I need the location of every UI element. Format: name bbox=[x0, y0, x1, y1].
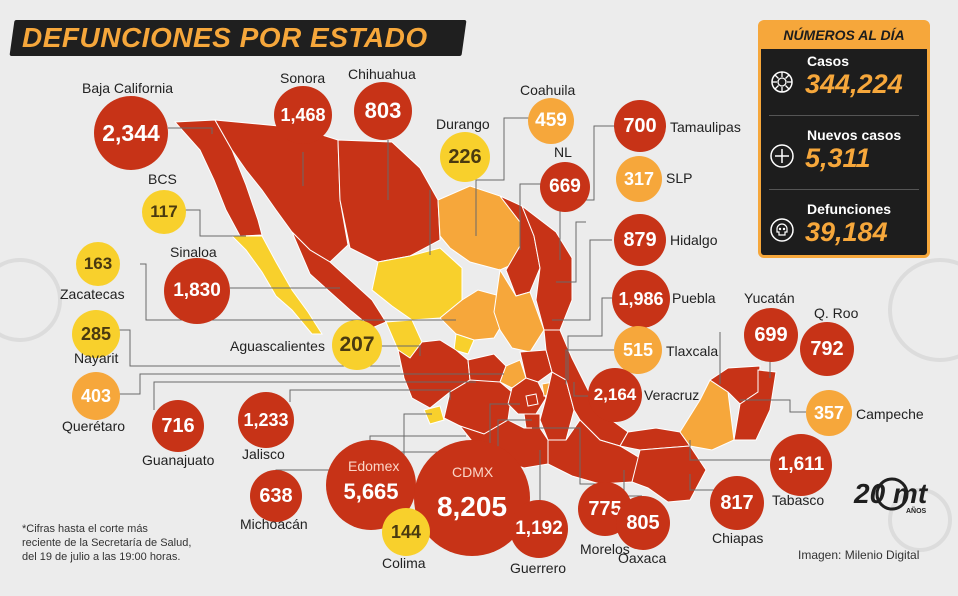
stat-defunciones-label: Defunciones bbox=[807, 201, 892, 217]
bubble-slp: 317 bbox=[616, 156, 662, 202]
stat-nuevos-label: Nuevos casos bbox=[807, 127, 902, 143]
label-guerrero: Guerrero bbox=[510, 560, 567, 576]
label-durango: Durango bbox=[436, 116, 490, 132]
footnote-line: reciente de la Secretaría de Salud, bbox=[22, 537, 192, 549]
label-colima: Colima bbox=[382, 555, 426, 571]
bubble-zacatecas: 163 bbox=[76, 242, 120, 286]
map-hidalgo bbox=[519, 349, 553, 383]
skull-icon bbox=[770, 218, 794, 242]
map-campeche bbox=[679, 379, 735, 451]
label-campeche: Campeche bbox=[856, 406, 924, 422]
label-hidalgo: Hidalgo bbox=[670, 232, 718, 248]
label-yucatan: Yucatán bbox=[744, 290, 795, 306]
bubble-chiapas: 817 bbox=[710, 476, 764, 530]
bubble-baja-california: 2,344 bbox=[94, 96, 168, 170]
bubble-tlaxcala: 515 bbox=[614, 326, 662, 374]
anniversary-logo: 20 mt AÑOS bbox=[852, 472, 932, 522]
stat-nuevos-value: 5,311 bbox=[805, 143, 871, 173]
label-slp: SLP bbox=[666, 170, 693, 186]
label-sonora: Sonora bbox=[280, 70, 326, 86]
map-bcs bbox=[230, 235, 323, 335]
bubble-colima: 144 bbox=[382, 508, 430, 556]
bubble-veracruz: 2,164 bbox=[588, 368, 642, 422]
bubble-puebla: 1,986 bbox=[612, 270, 670, 328]
label-michoacan: Michoacán bbox=[240, 516, 308, 532]
label-bcs: BCS bbox=[148, 171, 177, 187]
bubble-queretaro: 403 bbox=[72, 372, 120, 420]
bubble-campeche: 357 bbox=[806, 390, 852, 436]
bubble-bcs: 117 bbox=[142, 190, 186, 234]
page-title: DEFUNCIONES POR ESTADO bbox=[22, 22, 428, 53]
label-jalisco: Jalisco bbox=[242, 446, 285, 462]
panel-divider bbox=[769, 189, 919, 190]
plus-icon bbox=[770, 144, 794, 168]
label-oaxaca: Oaxaca bbox=[618, 550, 667, 566]
label-veracruz: Veracruz bbox=[644, 387, 700, 403]
bubble-guerrero: 1,192 bbox=[510, 500, 568, 558]
logo-text: 20 mt bbox=[854, 478, 928, 509]
label-nayarit: Nayarit bbox=[74, 350, 119, 366]
stat-defunciones-value: 39,184 bbox=[805, 217, 888, 247]
label-qroo: Q. Roo bbox=[814, 305, 859, 321]
bubble-michoacan: 638 bbox=[250, 470, 302, 522]
bubble-aguascalientes: 207 bbox=[332, 320, 382, 370]
bubble-oaxaca: 805 bbox=[616, 496, 670, 550]
bubble-sonora: 1,468 bbox=[274, 86, 332, 144]
map-colima bbox=[423, 405, 445, 425]
label-sinaloa: Sinaloa bbox=[170, 244, 217, 260]
label-puebla: Puebla bbox=[672, 290, 716, 306]
label-nl: NL bbox=[554, 144, 572, 160]
footnote-line: del 19 de julio a las 19:00 horas. bbox=[22, 551, 181, 563]
virus-icon bbox=[771, 71, 793, 93]
numbers-panel: NÚMEROS AL DÍA Casos 344,224 Nuevos caso… bbox=[758, 20, 930, 258]
map-qroo bbox=[733, 369, 777, 441]
bubble-qroo: 792 bbox=[800, 322, 854, 376]
logo-subtitle: AÑOS bbox=[906, 508, 927, 515]
label-chihuahua: Chihuahua bbox=[348, 66, 416, 82]
bubble-nl: 669 bbox=[540, 162, 590, 212]
bubble-tabasco: 1,611 bbox=[770, 434, 832, 496]
footnote: *Cifras hasta el corte más reciente de l… bbox=[22, 522, 222, 564]
label-tamaulipas: Tamaulipas bbox=[670, 119, 741, 135]
stat-casos-value: 344,224 bbox=[805, 69, 903, 99]
map-cdmx bbox=[525, 393, 539, 407]
panel-title: NÚMEROS AL DÍA bbox=[783, 27, 905, 43]
label-coahuila: Coahuila bbox=[520, 82, 576, 98]
label-guanajuato: Guanajuato bbox=[142, 452, 215, 468]
bubble-coahuila: 459 bbox=[528, 98, 574, 144]
label-morelos: Morelos bbox=[580, 541, 630, 557]
label-queretaro: Querétaro bbox=[62, 418, 126, 434]
label-edomex: Edomex bbox=[348, 458, 400, 474]
map-chiapas bbox=[631, 445, 707, 503]
bubble-hidalgo: 879 bbox=[614, 214, 666, 266]
bubble-tamaulipas: 700 bbox=[614, 100, 666, 152]
label-tlaxcala: Tlaxcala bbox=[666, 343, 719, 359]
label-zacatecas: Zacatecas bbox=[60, 286, 125, 302]
label-aguascalientes: Aguascalientes bbox=[230, 338, 325, 354]
map-chihuahua bbox=[337, 139, 441, 263]
panel-header bbox=[761, 23, 927, 49]
bubble-guanajuato: 716 bbox=[152, 400, 204, 452]
label-baja-california: Baja California bbox=[82, 80, 174, 96]
bubble-chihuahua: 803 bbox=[354, 82, 412, 140]
bubble-jalisco: 1,233 bbox=[238, 392, 294, 448]
bubble-durango: 226 bbox=[440, 132, 490, 182]
bubble-nayarit: 285 bbox=[72, 310, 120, 358]
label-tabasco: Tabasco bbox=[772, 492, 825, 508]
image-credit: Imagen: Milenio Digital bbox=[798, 548, 920, 562]
stat-casos-label: Casos bbox=[807, 53, 850, 69]
map-aguascalientes bbox=[453, 333, 475, 355]
bubble-yucatan: 699 bbox=[744, 308, 798, 362]
logo-mark-icon bbox=[875, 477, 909, 511]
label-cdmx: CDMX bbox=[452, 464, 494, 480]
bubble-sinaloa: 1,830 bbox=[164, 258, 230, 324]
footnote-line: *Cifras hasta el corte más bbox=[22, 523, 148, 535]
panel-divider bbox=[769, 115, 919, 116]
label-chiapas: Chiapas bbox=[712, 530, 764, 546]
